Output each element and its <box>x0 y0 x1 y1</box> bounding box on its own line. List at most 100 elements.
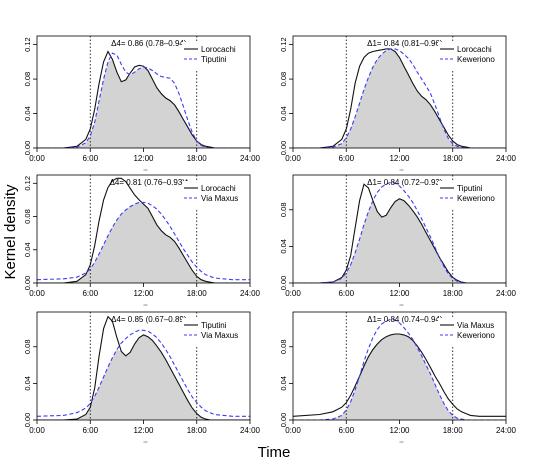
overlap-coefficient-label: Δ4= 0.81 (0.76–0.93)* <box>110 178 189 187</box>
x-tick-label: 0:00 <box>285 289 301 298</box>
density-curve-solid <box>37 50 250 148</box>
y-tick-label: 0.08 <box>279 72 288 87</box>
y-tick-label: 0.04 <box>279 106 288 121</box>
density-curve-dashed <box>37 201 250 281</box>
x-tick-label: 18:00 <box>187 426 208 435</box>
x-tick-label: 0:00 <box>285 154 301 163</box>
y-tick-label: 0.00 <box>23 413 32 428</box>
x-tick-label: 0:00 <box>29 154 45 163</box>
x-tick-label: 18:00 <box>187 289 208 298</box>
x-tick-label: 18:00 <box>443 154 464 163</box>
y-tick-label: 0.04 <box>23 376 32 391</box>
x-tick-label: 24:00 <box>240 289 261 298</box>
y-tick-label: 0.04 <box>23 106 32 121</box>
density-panel: 0:00 6:00 12:00 18:00 24:00 0.00 0.04 0.08 Δ1= 0… <box>279 174 517 306</box>
legend-label: Via Maxus <box>201 331 238 340</box>
overlap-coefficient-label: Δ1= 0.84 (0.81–0.96) <box>367 39 443 48</box>
legend-background <box>182 318 248 346</box>
overlap-area <box>293 334 506 420</box>
x-tick-label: 0:00 <box>29 289 45 298</box>
y-tick-label: 0.00 <box>279 413 288 428</box>
x-tick-label: 12:00 <box>133 426 154 435</box>
legend-background <box>182 42 248 70</box>
density-curve-solid <box>37 315 250 420</box>
legend-background <box>438 181 504 209</box>
x-tick-label: 0:00 <box>285 426 301 435</box>
x-tick-label: 18:00 <box>443 426 464 435</box>
density-curve-solid <box>37 177 250 283</box>
y-tick-label: 0.08 <box>23 339 32 354</box>
legend-background <box>438 42 504 70</box>
y-tick-label: 0.08 <box>23 209 32 224</box>
x-tick-label: 24:00 <box>496 289 517 298</box>
x-tick-label: 6:00 <box>82 289 98 298</box>
y-tick-label: 0.12 <box>23 37 32 52</box>
legend-label: Tiputini <box>457 184 483 193</box>
legend-label: Keweriono <box>457 331 495 340</box>
legend-label: Keweriono <box>457 194 495 203</box>
x-tick-label: 0:00 <box>29 426 45 435</box>
density-curve-dashed <box>37 52 250 148</box>
x-tick-label: 18:00 <box>187 154 208 163</box>
y-tick-label: 0.08 <box>279 202 288 217</box>
overlap-coefficient-label: Δ1= 0.84 (0.72–0.93) <box>367 178 443 187</box>
overlap-area <box>293 48 506 148</box>
x-tick-label: 6:00 <box>82 426 98 435</box>
density-panel: 0:00 6:00 12:00 18:00 24:00 0.00 0.04 0.08 0.12 Δ… <box>279 35 517 171</box>
y-tick-label: 0.12 <box>23 176 32 191</box>
x-tick-label: 12:00 <box>389 154 410 163</box>
panel-grid: 0:00 6:00 12:00 18:00 24:00 0.00 0.04 0.08 0.12 Δ… <box>23 35 517 443</box>
x-tick-label: 24:00 <box>496 154 517 163</box>
x-tick-label: 12:00 <box>133 154 154 163</box>
overlap-area <box>37 59 250 148</box>
y-tick-label: 0.04 <box>279 376 288 391</box>
x-tick-label: 6:00 <box>338 289 354 298</box>
y-tick-label: 0.08 <box>279 339 288 354</box>
legend-label: Lorocachi <box>201 45 236 54</box>
x-tick-label: 18:00 <box>443 289 464 298</box>
x-tick-label: 24:00 <box>240 154 261 163</box>
density-curve-solid <box>293 183 506 283</box>
density-curve-dashed <box>293 181 506 283</box>
overlap-area <box>293 198 506 283</box>
x-tick-label: 12:00 <box>389 426 410 435</box>
density-curve-dashed <box>293 318 506 420</box>
density-curve-solid <box>293 333 506 417</box>
y-tick-label: 0.04 <box>279 239 288 254</box>
legend-label: Lorocachi <box>201 184 236 193</box>
density-curve-dashed <box>37 329 250 417</box>
y-tick-label: 0.00 <box>279 141 288 156</box>
y-tick-label: 0.12 <box>279 37 288 52</box>
y-tick-label: 0.08 <box>23 72 32 87</box>
x-tick-label: 12:00 <box>389 289 410 298</box>
density-panel: 0:00 6:00 12:00 18:00 24:00 0.00 0.04 0.08 0.12 Δ… <box>23 174 261 306</box>
y-tick-label: 0.04 <box>23 242 32 257</box>
y-tick-label: 0.00 <box>23 141 32 156</box>
legend-label: Via Maxus <box>201 194 238 203</box>
x-tick-label: 6:00 <box>338 426 354 435</box>
legend-label: Tiputini <box>201 55 227 64</box>
density-panel: 0:00 6:00 12:00 18:00 24:00 0.00 0.04 0.08 Δ4= 0… <box>23 311 261 443</box>
x-tick-label: 24:00 <box>240 426 261 435</box>
legend-label: Via Maxus <box>457 321 494 330</box>
density-curve-solid <box>293 48 506 148</box>
y-tick-label: 0.00 <box>279 276 288 291</box>
y-tick-label: 0.00 <box>23 276 32 291</box>
overlap-coefficient-label: Δ4= 0.86 (0.78–0.94) <box>111 39 187 48</box>
x-tick-label: 6:00 <box>338 154 354 163</box>
x-tick-label: 24:00 <box>496 426 517 435</box>
figure-y-axis-label: Kernel density <box>2 184 19 280</box>
legend-background <box>182 181 248 209</box>
x-tick-label: 6:00 <box>82 154 98 163</box>
overlap-coefficient-label: Δ1= 0.84 (0.74–0.94) <box>367 315 443 324</box>
density-curve-dashed <box>293 48 506 148</box>
legend-label: Keweriono <box>457 55 495 64</box>
figure-x-axis-label: Time <box>258 444 291 461</box>
